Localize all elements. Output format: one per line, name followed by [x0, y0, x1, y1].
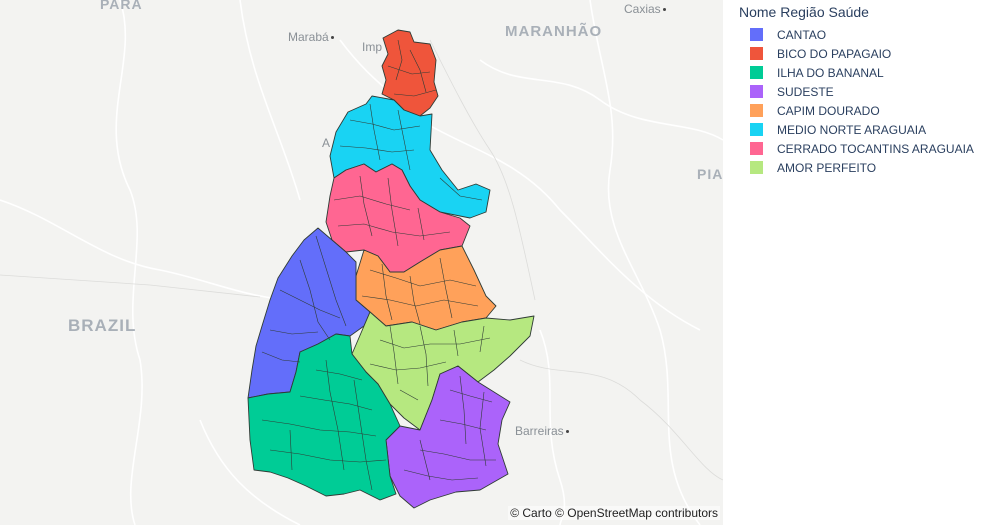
- municipality-boundaries: [261, 39, 496, 491]
- label-maranhao: MARANHÃO: [505, 23, 603, 40]
- legend-item-ilha-do-bananal[interactable]: ILHA DO BANANAL: [735, 63, 981, 82]
- legend-title: Nome Região Saúde: [739, 4, 869, 20]
- basemap-borders: [0, 39, 723, 481]
- region-capim-dourado[interactable]: [355, 245, 497, 331]
- legend-swatch-icon: [750, 66, 763, 79]
- legend-label: CAPIM DOURADO: [777, 103, 880, 118]
- city-dot-icon: [330, 36, 334, 40]
- legend-item-bico-do-papagaio[interactable]: BICO DO PAPAGAIO: [735, 44, 981, 63]
- city-dot-icon: [565, 430, 569, 434]
- legend-swatch-icon: [750, 85, 763, 98]
- legend: Nome Região Saúde CANTAO BICO DO PAPAGAI…: [735, 4, 981, 177]
- city-caxias-name: Caxias: [624, 2, 661, 16]
- city-maraba-name: Marabá: [288, 30, 329, 44]
- legend-item-cantao[interactable]: CANTAO: [735, 25, 981, 44]
- map-canvas[interactable]: PARÁ MARANHÃO BRAZIL PIA Marabá Caxias B…: [0, 0, 723, 525]
- legend-label: CERRADO TOCANTINS ARAGUAIA: [777, 141, 974, 156]
- city-maraba: Marabá: [288, 30, 334, 44]
- label-brazil: BRAZIL: [68, 316, 137, 335]
- legend-swatch-icon: [750, 47, 763, 60]
- legend-label: MEDIO NORTE ARAGUAIA: [777, 122, 927, 137]
- legend-item-capim-dourado[interactable]: CAPIM DOURADO: [735, 101, 981, 120]
- legend-label: ILHA DO BANANAL: [777, 65, 884, 80]
- legend-item-sudeste[interactable]: SUDESTE: [735, 82, 981, 101]
- legend-label: AMOR PERFEITO: [777, 160, 877, 175]
- legend-item-cerrado-tocantins-araguaia[interactable]: CERRADO TOCANTINS ARAGUAIA: [735, 139, 981, 158]
- regions[interactable]: [247, 29, 535, 509]
- city-dot-icon: [662, 8, 666, 12]
- legend-swatch-icon: [750, 28, 763, 41]
- city-araguaina: A: [322, 136, 331, 150]
- legend-label: BICO DO PAPAGAIO: [777, 46, 892, 61]
- legend-swatch-icon: [750, 104, 763, 117]
- label-para: PARÁ: [100, 0, 143, 12]
- map-layer[interactable]: [0, 0, 723, 525]
- city-barreiras: Barreiras: [515, 424, 569, 438]
- city-caxias: Caxias: [624, 2, 666, 16]
- legend-swatch-icon: [750, 142, 763, 155]
- legend-swatch-icon: [750, 123, 763, 136]
- legend-label: SUDESTE: [777, 84, 834, 99]
- label-piaui: PIA: [697, 166, 723, 182]
- region-ilha-do-bananal[interactable]: [247, 333, 401, 501]
- legend-item-amor-perfeito[interactable]: AMOR PERFEITO: [735, 158, 981, 177]
- legend-label: CANTAO: [777, 27, 827, 42]
- legend-swatch-icon: [750, 161, 763, 174]
- map-attribution: © Carto © OpenStreetMap contributors: [508, 506, 720, 520]
- city-imperatriz: Imp: [362, 40, 383, 54]
- legend-item-medio-norte-araguaia[interactable]: MEDIO NORTE ARAGUAIA: [735, 120, 981, 139]
- city-barreiras-name: Barreiras: [515, 424, 564, 438]
